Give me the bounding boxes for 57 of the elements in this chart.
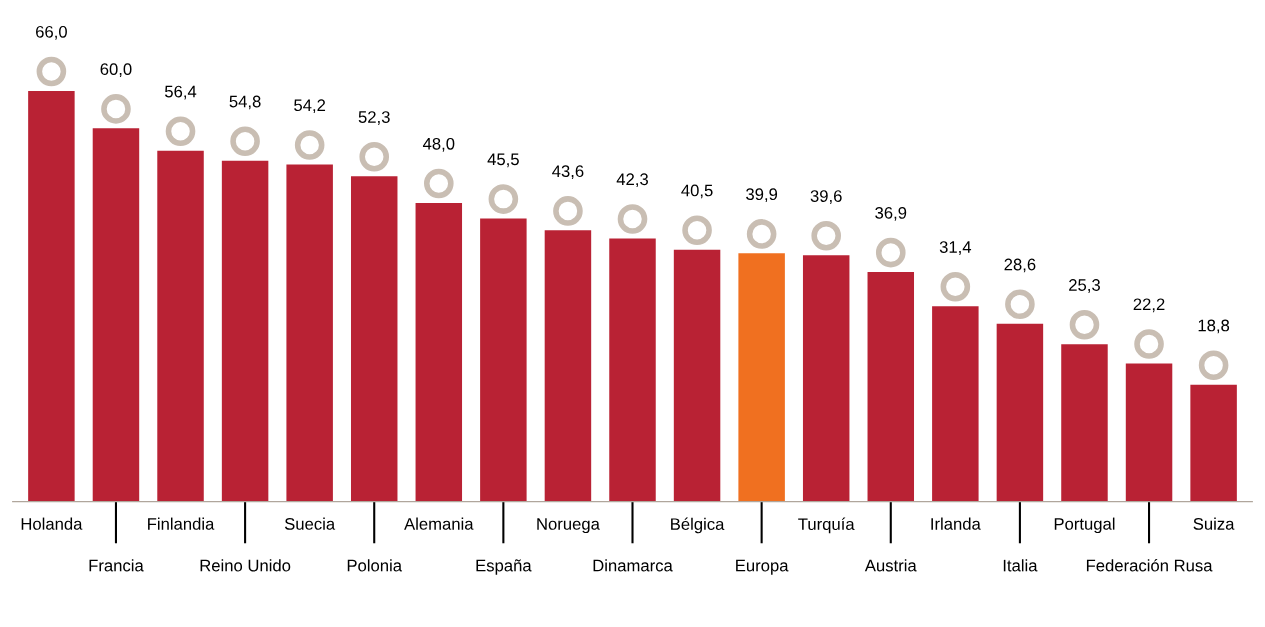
x-tick-label: Finlandia bbox=[148, 517, 215, 530]
data-label: 25,3 bbox=[1069, 279, 1100, 293]
x-tick-label: Noruega bbox=[537, 518, 600, 534]
data-label: 40,5 bbox=[681, 184, 713, 199]
data-label: 60,0 bbox=[100, 63, 132, 77]
data-label: 56,4 bbox=[164, 85, 197, 100]
data-label: 22,2 bbox=[1133, 298, 1165, 313]
bar bbox=[415, 202, 463, 502]
bar bbox=[221, 160, 269, 502]
x-tick-label: Holanda bbox=[21, 517, 83, 530]
bar bbox=[609, 238, 656, 502]
data-label: 54,2 bbox=[294, 99, 326, 114]
data-label: 54,8 bbox=[229, 95, 261, 110]
data-label: 52,3 bbox=[358, 111, 390, 125]
x-tick-label: Europa bbox=[736, 559, 789, 575]
data-label: 18,8 bbox=[1198, 319, 1230, 334]
data-label: 42,3 bbox=[616, 173, 648, 188]
bar bbox=[738, 253, 785, 502]
x-tick-label: Austria bbox=[864, 559, 917, 572]
data-label: 43,6 bbox=[552, 165, 584, 180]
x-tick-label: Italia bbox=[1003, 559, 1038, 572]
x-tick-label: España bbox=[476, 559, 532, 575]
x-tick-label: Portugal bbox=[1054, 517, 1115, 534]
bar bbox=[92, 128, 140, 502]
bar bbox=[28, 91, 75, 502]
bar bbox=[544, 230, 592, 502]
x-tick-label: Turquía bbox=[798, 517, 855, 534]
bar bbox=[996, 323, 1044, 502]
data-label: 28,6 bbox=[1004, 258, 1036, 273]
x-tick-label: Francia bbox=[89, 559, 144, 572]
data-label: 39,6 bbox=[810, 190, 842, 204]
bar bbox=[673, 249, 721, 502]
bar bbox=[802, 255, 850, 502]
x-tick-label: Polonia bbox=[347, 559, 403, 572]
data-label: 66,0 bbox=[36, 25, 67, 40]
data-label: 45,5 bbox=[487, 153, 519, 168]
x-tick-label: Alemania bbox=[404, 517, 474, 530]
x-tick-label: Suecia bbox=[284, 517, 336, 530]
bar bbox=[286, 164, 333, 502]
bar bbox=[1061, 344, 1108, 502]
bar bbox=[867, 272, 915, 502]
bar bbox=[1190, 384, 1237, 502]
bar bbox=[480, 218, 527, 502]
data-label: 48,0 bbox=[422, 137, 455, 152]
x-tick-label: Federación Rusa bbox=[1086, 559, 1213, 572]
bar bbox=[1125, 363, 1173, 502]
x-tick-label: Irlanda bbox=[931, 517, 981, 530]
data-label: 31,4 bbox=[939, 241, 972, 255]
x-tick-label: Dinamarca bbox=[593, 559, 673, 572]
bar bbox=[157, 150, 204, 502]
x-tick-label: Bélgica bbox=[671, 517, 725, 534]
data-label: 36,9 bbox=[875, 206, 907, 221]
x-tick-label: Suiza bbox=[1193, 517, 1235, 530]
data-label: 39,9 bbox=[746, 188, 778, 203]
x-tick-label: Reino Unido bbox=[200, 559, 291, 572]
bar bbox=[932, 306, 979, 502]
bar bbox=[350, 176, 398, 502]
